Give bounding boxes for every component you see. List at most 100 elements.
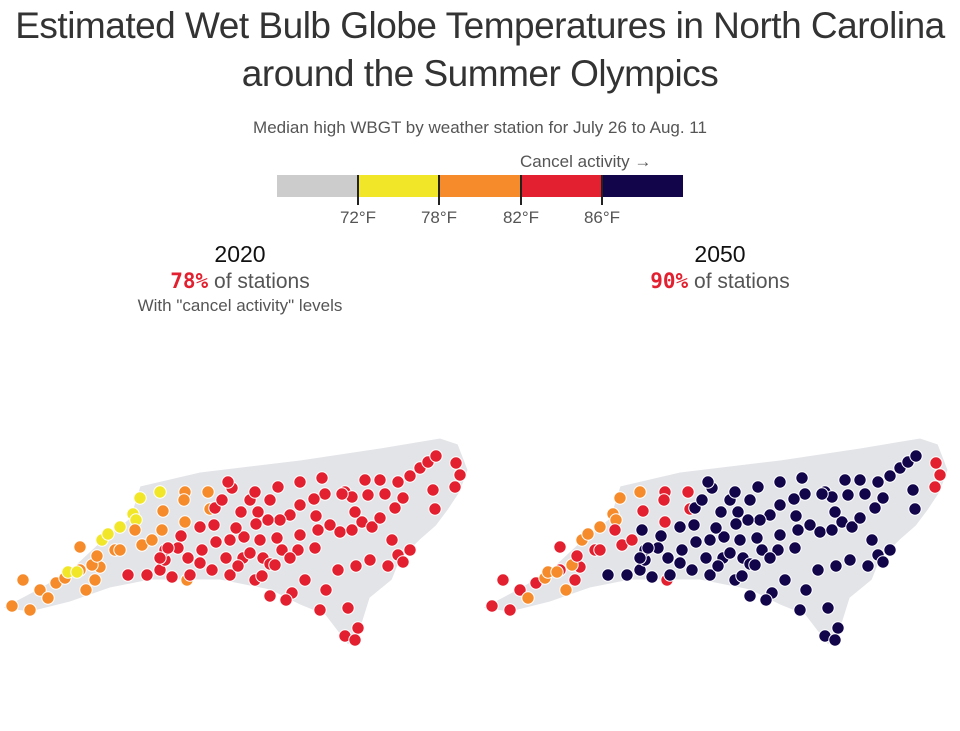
station-dot bbox=[271, 480, 285, 494]
legend-bin-78-82 bbox=[439, 175, 521, 197]
station-dot bbox=[358, 473, 372, 487]
station-dot bbox=[723, 546, 737, 560]
station-dot bbox=[731, 505, 745, 519]
station-dot bbox=[714, 505, 728, 519]
chart-subtitle: Median high WBGT by weather station for … bbox=[253, 118, 707, 137]
station-dot bbox=[778, 573, 792, 587]
station-dot bbox=[550, 565, 564, 579]
station-dot bbox=[273, 513, 287, 527]
station-dot bbox=[661, 551, 675, 565]
station-dot bbox=[33, 583, 47, 597]
station-dot bbox=[345, 523, 359, 537]
percentage-suffix: of stations bbox=[694, 270, 790, 293]
station-dot bbox=[348, 633, 362, 647]
station-dot bbox=[315, 471, 329, 485]
station-dot bbox=[645, 570, 659, 584]
station-dot bbox=[293, 528, 307, 542]
station-dot bbox=[741, 513, 755, 527]
station-dot bbox=[503, 603, 517, 617]
station-dot bbox=[349, 559, 363, 573]
station-dot bbox=[153, 485, 167, 499]
cancel-activity-label: Cancel activity → bbox=[520, 152, 652, 171]
station-dot bbox=[763, 551, 777, 565]
station-dot bbox=[365, 520, 379, 534]
nc-map-2020 bbox=[0, 437, 469, 647]
station-dot bbox=[270, 531, 284, 545]
station-dot bbox=[620, 568, 634, 582]
station-dot bbox=[426, 483, 440, 497]
station-dot bbox=[701, 475, 715, 489]
station-dot bbox=[521, 591, 535, 605]
station-dot bbox=[831, 621, 845, 635]
panel-2050-header: 2050 90% of stations bbox=[540, 241, 900, 296]
station-dot bbox=[570, 549, 584, 563]
station-dot bbox=[319, 583, 333, 597]
station-dot bbox=[403, 469, 417, 483]
station-dot bbox=[403, 543, 417, 557]
panel-note: With "cancel activity" levels bbox=[137, 296, 343, 315]
station-dot bbox=[221, 475, 235, 489]
station-dot bbox=[448, 480, 462, 494]
station-dot bbox=[733, 533, 747, 547]
station-dot bbox=[373, 473, 387, 487]
station-dot bbox=[625, 533, 639, 547]
station-dot bbox=[261, 513, 275, 527]
station-dot bbox=[658, 515, 672, 529]
station-dot bbox=[293, 498, 307, 512]
station-dot bbox=[449, 456, 463, 470]
station-dot bbox=[699, 551, 713, 565]
station-dot bbox=[348, 505, 362, 519]
station-dot bbox=[207, 518, 221, 532]
station-dot bbox=[865, 533, 879, 547]
panel-year: 2020 bbox=[214, 241, 266, 267]
station-dot bbox=[178, 515, 192, 529]
station-dot bbox=[858, 487, 872, 501]
station-dot bbox=[608, 523, 622, 537]
station-dot bbox=[883, 469, 897, 483]
station-dot bbox=[234, 505, 248, 519]
station-dot bbox=[751, 480, 765, 494]
station-dot bbox=[601, 568, 615, 582]
station-dot bbox=[845, 520, 859, 534]
station-dot bbox=[429, 449, 443, 463]
station-dot bbox=[223, 568, 237, 582]
station-dot bbox=[771, 543, 785, 557]
station-dot bbox=[41, 591, 55, 605]
station-dot bbox=[331, 563, 345, 577]
station-dot bbox=[291, 543, 305, 557]
station-dot bbox=[333, 525, 347, 539]
station-dot bbox=[883, 543, 897, 557]
station-dot bbox=[140, 568, 154, 582]
station-dot bbox=[268, 558, 282, 572]
station-dot bbox=[717, 530, 731, 544]
station-dot bbox=[229, 521, 243, 535]
station-dot bbox=[568, 573, 582, 587]
station-dot bbox=[673, 520, 687, 534]
station-dot bbox=[145, 533, 159, 547]
station-dot bbox=[703, 533, 717, 547]
percentage-suffix: of stations bbox=[214, 270, 310, 293]
nc-map-2050 bbox=[480, 437, 949, 647]
station-dot bbox=[513, 583, 527, 597]
station-dot bbox=[248, 485, 262, 499]
station-dot bbox=[695, 493, 709, 507]
station-dot bbox=[657, 493, 671, 507]
station-dot bbox=[908, 502, 922, 516]
station-dot bbox=[753, 513, 767, 527]
legend-tick bbox=[601, 175, 603, 205]
station-dot bbox=[853, 473, 867, 487]
map-2050 bbox=[480, 430, 960, 660]
station-dot bbox=[871, 475, 885, 489]
station-dot bbox=[174, 529, 188, 543]
station-dot bbox=[318, 487, 332, 501]
station-dot bbox=[341, 601, 355, 615]
station-dot bbox=[787, 492, 801, 506]
station-dot bbox=[795, 471, 809, 485]
panel-2020-header: 2020 78% of stations With "cancel activi… bbox=[60, 241, 420, 316]
station-dot bbox=[825, 523, 839, 537]
station-dot bbox=[351, 621, 365, 635]
station-dot bbox=[388, 501, 402, 515]
station-dot bbox=[181, 551, 195, 565]
station-dot bbox=[428, 502, 442, 516]
station-dot bbox=[215, 493, 229, 507]
